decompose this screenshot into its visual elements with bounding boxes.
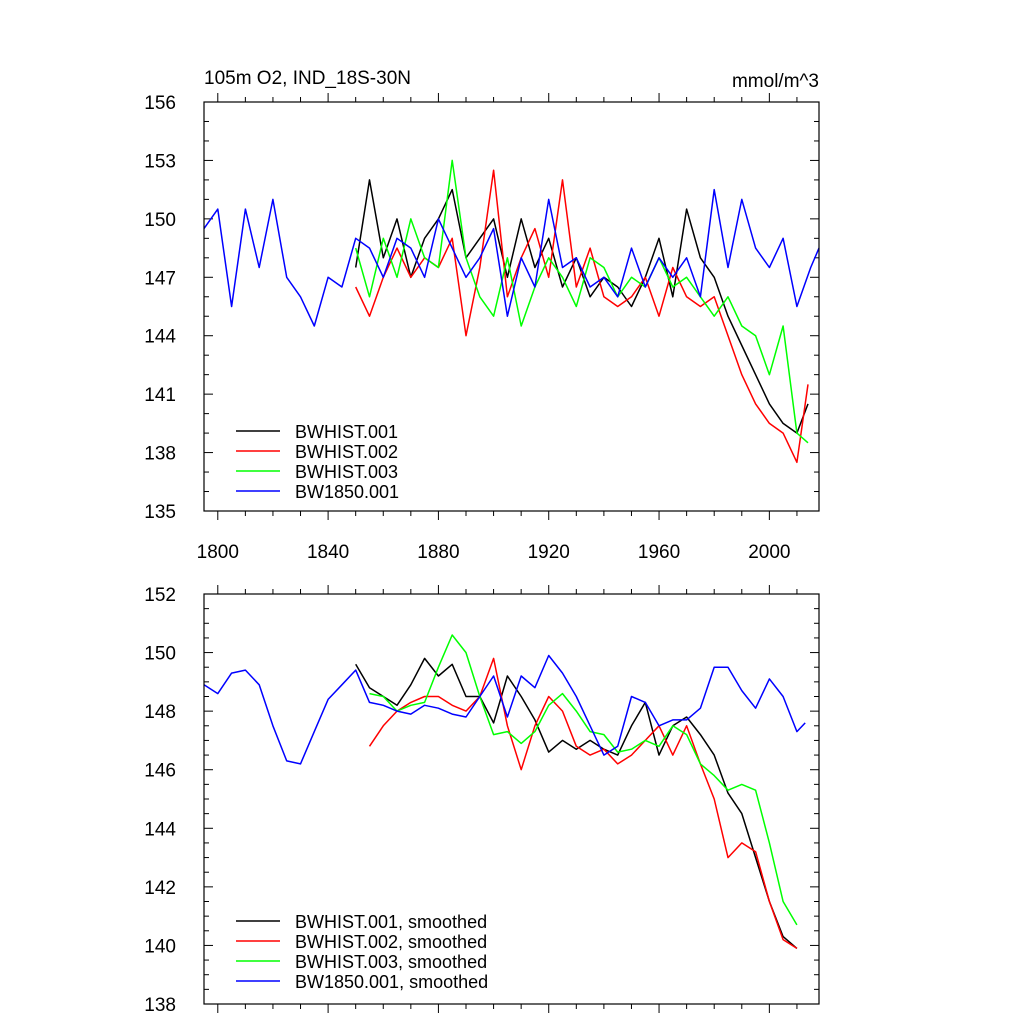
top-x-tick-labels: 1800 1840 1880 1920 1960 2000	[197, 542, 791, 563]
y-tick-label: 152	[144, 585, 176, 606]
y-tick-label: 135	[144, 502, 176, 523]
x-tick-label: 1840	[307, 542, 349, 563]
y-tick-label: 141	[144, 385, 176, 406]
series-line	[355, 169, 809, 464]
legend-label: BWHIST.001, smoothed	[295, 912, 487, 932]
y-tick-label: 144	[144, 327, 176, 348]
x-tick-label: 1880	[417, 542, 459, 563]
y-tick-label: 148	[144, 702, 176, 723]
y-tick-label: 138	[144, 995, 176, 1016]
x-tick-label: 1920	[528, 542, 570, 563]
legend-label: BW1850.001	[295, 482, 399, 502]
legend-label: BW1850.001, smoothed	[295, 972, 488, 992]
bottom-y-tick-labels: 138 140 142 144 146 148 150 152	[144, 585, 176, 1016]
y-tick-label: 150	[144, 644, 176, 665]
series-line	[203, 654, 806, 765]
bottom-axis-ticks	[204, 585, 819, 1013]
y-tick-label: 150	[144, 210, 176, 231]
bottom-panel: 138 140 142 144 146 148 150 152 BWHIST.001, smo…	[144, 585, 820, 1016]
legend-label: BWHIST.002	[295, 442, 398, 462]
chart-title: 105m O2, IND_18S-30N	[204, 68, 411, 89]
legend-label: BWHIST.001	[295, 422, 398, 442]
legend-label: BWHIST.002, smoothed	[295, 932, 487, 952]
series-line	[368, 657, 798, 950]
top-series-lines	[203, 159, 820, 464]
series-line	[203, 188, 820, 327]
y-tick-label: 147	[144, 268, 176, 289]
top-axis-ticks	[204, 93, 819, 520]
y-tick-label: 138	[144, 444, 176, 465]
y-tick-label: 156	[144, 93, 176, 114]
series-line	[355, 657, 798, 949]
y-tick-label: 144	[144, 819, 176, 840]
top-panel: 1800 1840 1880 1920 1960 2000 135 138 141 144 147…	[144, 93, 820, 563]
series-line	[369, 634, 798, 926]
y-tick-label: 153	[144, 151, 176, 172]
top-y-tick-labels: 135 138 141 144 147 150 153 156	[144, 93, 176, 523]
legend-label: BWHIST.003, smoothed	[295, 952, 487, 972]
series-line	[354, 159, 809, 444]
top-plot-frame	[203, 101, 820, 512]
x-tick-label: 2000	[748, 542, 790, 563]
bottom-plot-frame	[203, 593, 820, 1005]
units-label: mmol/m^3	[732, 71, 819, 92]
bottom-series-lines	[203, 634, 806, 950]
y-tick-label: 140	[144, 936, 176, 957]
y-tick-label: 142	[144, 878, 176, 899]
x-tick-label: 1800	[197, 542, 239, 563]
series-line	[354, 179, 809, 434]
x-tick-label: 1960	[638, 542, 680, 563]
legend-label: BWHIST.003	[295, 462, 398, 482]
y-tick-label: 146	[144, 761, 176, 782]
